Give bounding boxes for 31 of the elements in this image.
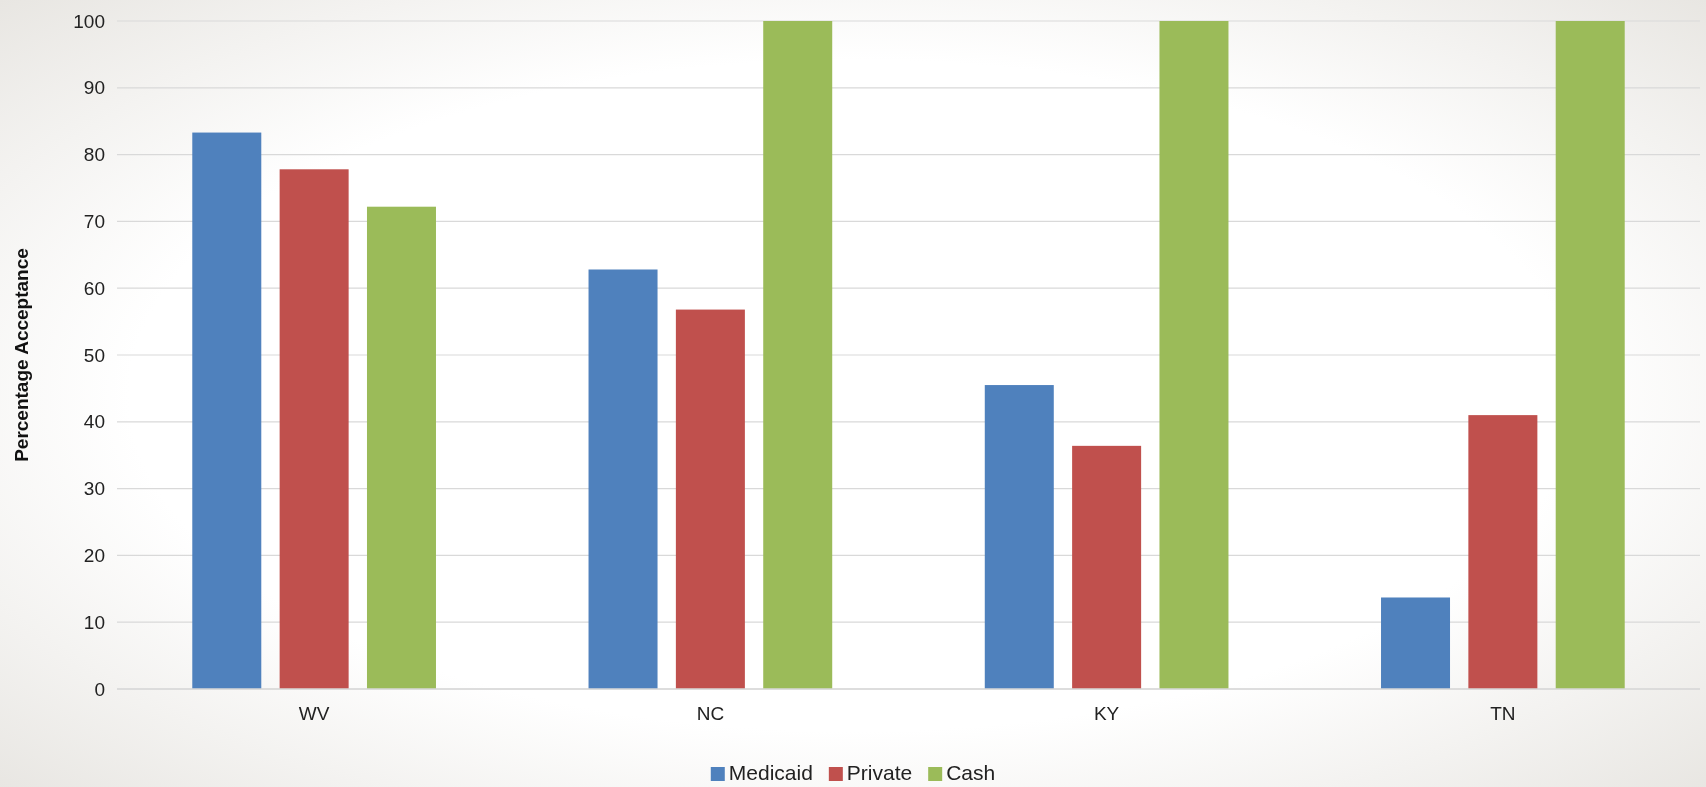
bar: [1072, 445, 1142, 689]
y-tick-label: 20: [83, 544, 105, 566]
y-tick-label: 10: [83, 611, 105, 633]
bar: [1555, 21, 1625, 689]
x-tick-label: WV: [298, 703, 330, 725]
bar: [279, 169, 349, 689]
y-tick-label: 100: [73, 10, 105, 32]
x-tick-label: NC: [696, 703, 725, 725]
bar: [1381, 597, 1451, 689]
bar: [675, 309, 745, 689]
x-tick-label: KY: [1093, 703, 1120, 725]
bar: [1468, 415, 1538, 689]
bar: [1159, 21, 1229, 689]
y-tick-label: 30: [83, 478, 105, 500]
bar: [366, 206, 436, 689]
y-tick-label: 0: [94, 678, 105, 700]
legend-label: Medicaid: [728, 761, 813, 784]
y-tick-label: 60: [83, 277, 105, 299]
bar: [763, 21, 833, 689]
y-axis-title: Percentage Acceptance: [11, 248, 32, 462]
y-tick-label: 40: [83, 411, 105, 433]
bar: [984, 385, 1054, 689]
y-tick-label: 50: [83, 344, 105, 366]
legend-label: Cash: [946, 761, 996, 784]
bar: [192, 132, 262, 689]
y-tick-label: 70: [83, 210, 105, 232]
x-tick-label: TN: [1490, 703, 1516, 725]
legend-label: Private: [846, 761, 913, 784]
y-tick-label: 80: [83, 144, 105, 166]
bar: [588, 269, 658, 689]
y-tick-label: 90: [83, 77, 105, 99]
